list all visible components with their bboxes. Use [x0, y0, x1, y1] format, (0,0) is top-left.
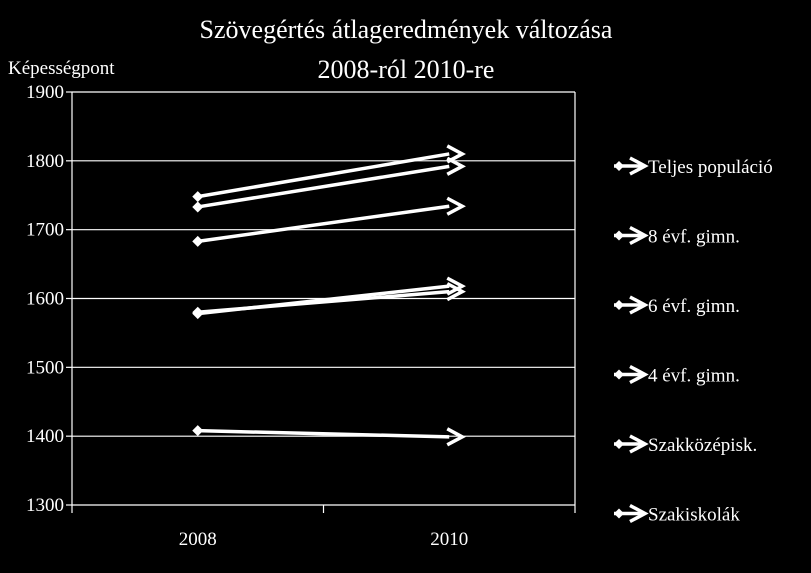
chart-title-line-1: Szövegértés átlageredmények változása — [200, 15, 613, 44]
legend-item-2: 8 évf. gimn. — [614, 225, 740, 248]
legend-arrow-5 — [629, 434, 649, 454]
series-6-line — [197, 428, 450, 439]
axes — [66, 91, 576, 513]
series-2 — [192, 144, 466, 203]
series-lines — [192, 144, 466, 447]
series-2-point-2008 — [192, 191, 204, 203]
legend-label-2: 8 évf. gimn. — [648, 227, 740, 248]
legend-arrow-1 — [629, 156, 649, 176]
y-tick-label-1700: 1700 — [26, 220, 64, 241]
legend-item-6: Szakiskolák — [614, 503, 740, 526]
chart-title-line-2: 2008-ról 2010-re — [318, 55, 495, 84]
y-tick-label-1900: 1900 — [26, 82, 64, 103]
y-tick-label-1800: 1800 — [26, 151, 64, 172]
legend-marker-2 — [614, 230, 624, 241]
gridlines — [72, 91, 575, 437]
legend-label-3: 6 évf. gimn. — [648, 296, 740, 317]
y-tick-label-1400: 1400 — [26, 426, 64, 447]
y-tick-label-1600: 1600 — [26, 289, 64, 310]
legend-marker-6 — [614, 508, 624, 519]
series-4 — [192, 196, 466, 247]
series-6-point-2008 — [192, 425, 204, 437]
series-5-line — [197, 284, 450, 316]
legend-item-5: Szakközépisk. — [614, 434, 757, 456]
x-tick-label-2010: 2010 — [430, 529, 468, 550]
y-axis-label: Képességpont — [8, 58, 115, 79]
legend-label-4: 4 évf. gimn. — [648, 366, 740, 387]
series-5-point-2010 — [446, 276, 466, 296]
x-tick-label-2008: 2008 — [179, 529, 217, 550]
legend-marker-3 — [614, 300, 624, 310]
legend-arrow-4 — [629, 364, 649, 385]
legend: Teljes populáció 8 évf. gimn. 6 évf. gimn.… — [614, 156, 773, 526]
legend-arrow-3 — [629, 295, 649, 315]
legend-arrow-6 — [629, 503, 649, 524]
legend-label-5: Szakközépisk. — [648, 435, 757, 456]
series-6 — [192, 425, 466, 447]
legend-arrow-2 — [629, 225, 649, 246]
series-1-point-2010 — [446, 282, 466, 302]
series-4-line — [197, 204, 450, 244]
legend-item-4: 4 évf. gimn. — [614, 364, 740, 387]
series-6-point-2010 — [446, 427, 466, 447]
legend-label-1: Teljes populáció — [648, 157, 773, 178]
y-tick-label-1500: 1500 — [26, 357, 64, 378]
series-3 — [192, 156, 466, 213]
legend-item-3: 6 évf. gimn. — [614, 295, 740, 317]
series-5 — [192, 276, 466, 320]
y-tick-label-1300: 1300 — [26, 495, 64, 516]
series-3-line — [197, 164, 450, 209]
series-3-point-2010 — [446, 156, 466, 176]
legend-marker-1 — [614, 161, 624, 171]
series-5-point-2008 — [192, 308, 204, 320]
legend-label-6: Szakiskolák — [648, 505, 740, 526]
y-tick-labels: 1300 1400 1500 1600 1700 1800 1900 — [26, 82, 64, 516]
x-tick-labels: 2008 2010 — [179, 529, 469, 550]
series-4-point-2008 — [192, 235, 204, 247]
series-4-point-2010 — [446, 196, 466, 216]
legend-marker-5 — [614, 439, 624, 449]
legend-item-1: Teljes populáció — [614, 156, 773, 178]
series-2-line — [197, 152, 450, 199]
series-3-point-2008 — [192, 201, 204, 213]
legend-marker-4 — [614, 369, 624, 380]
